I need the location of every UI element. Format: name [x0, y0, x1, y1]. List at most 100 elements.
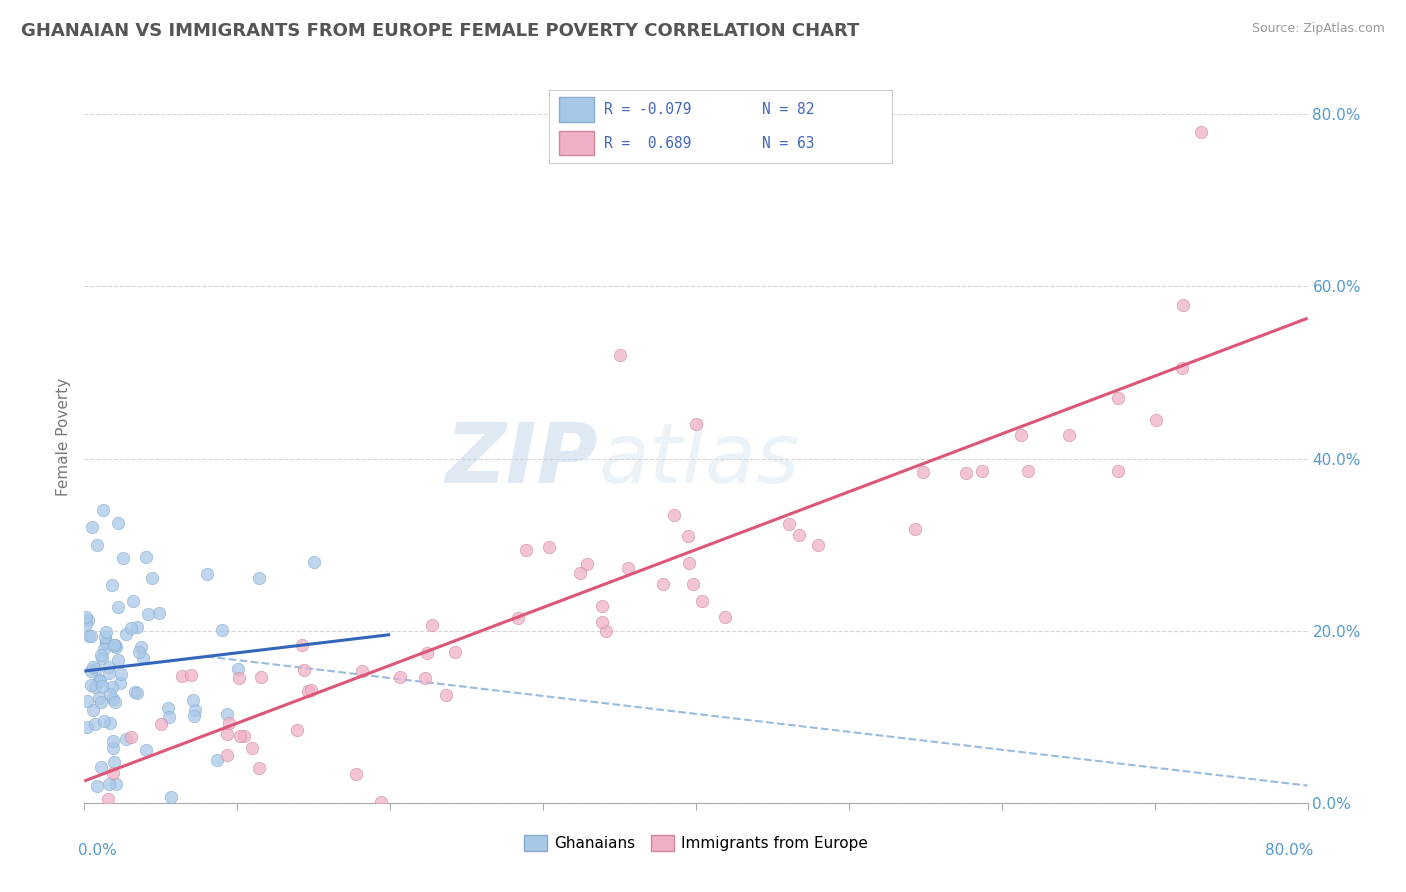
Point	[105, 776, 128, 790]
Point	[1144, 413, 1167, 427]
Point	[678, 557, 700, 571]
Point	[89, 690, 111, 705]
Point	[299, 682, 322, 697]
Point	[110, 666, 132, 681]
Point	[807, 538, 830, 552]
Point	[678, 529, 700, 543]
Point	[211, 623, 233, 637]
Point	[90, 648, 112, 662]
Point	[217, 727, 239, 741]
Point	[129, 640, 152, 654]
Point	[112, 551, 135, 566]
Point	[101, 680, 124, 694]
Point	[911, 465, 934, 479]
Point	[156, 701, 179, 715]
Point	[97, 666, 120, 681]
Point	[125, 620, 148, 634]
Point	[96, 634, 118, 648]
Point	[1107, 464, 1129, 478]
Point	[183, 703, 205, 717]
Point	[122, 594, 145, 608]
Point	[249, 670, 271, 684]
Point	[443, 645, 465, 659]
Point	[103, 692, 125, 706]
Point	[76, 613, 98, 627]
Point	[93, 714, 115, 729]
Point	[77, 629, 100, 643]
Point	[101, 578, 124, 592]
Point	[183, 708, 205, 723]
Point	[90, 695, 112, 709]
Point	[576, 557, 599, 571]
Point	[217, 706, 239, 721]
Point	[76, 720, 98, 734]
Point	[131, 651, 153, 665]
Point	[82, 660, 104, 674]
Point	[170, 669, 193, 683]
Point	[226, 662, 249, 676]
Point	[104, 695, 127, 709]
Point	[972, 464, 994, 478]
Point	[350, 664, 373, 678]
Point	[538, 541, 561, 555]
Point	[86, 538, 108, 552]
Point	[232, 729, 254, 743]
Point	[105, 640, 128, 655]
Point	[591, 615, 613, 629]
Y-axis label: Female Poverty: Female Poverty	[56, 378, 72, 496]
Point	[690, 594, 713, 608]
Point	[413, 672, 436, 686]
Point	[181, 693, 204, 707]
Point	[416, 646, 439, 660]
Point	[285, 723, 308, 737]
Point	[157, 710, 180, 724]
Point	[76, 694, 98, 708]
Point	[1189, 125, 1212, 139]
Legend: Ghanaians, Immigrants from Europe: Ghanaians, Immigrants from Europe	[517, 830, 875, 857]
Point	[90, 651, 112, 665]
Point	[609, 348, 631, 362]
Point	[101, 734, 124, 748]
Point	[135, 550, 157, 565]
Point	[94, 630, 117, 644]
Point	[86, 662, 108, 676]
Point	[104, 638, 127, 652]
Point	[93, 641, 115, 656]
Point	[107, 516, 129, 530]
Text: 0.0%: 0.0%	[79, 843, 117, 858]
Point	[98, 687, 121, 701]
Text: atlas: atlas	[598, 418, 800, 500]
Text: Source: ZipAtlas.com: Source: ZipAtlas.com	[1251, 22, 1385, 36]
Point	[904, 522, 927, 536]
Point	[195, 567, 218, 582]
Point	[125, 686, 148, 700]
Point	[420, 618, 443, 632]
Text: GHANAIAN VS IMMIGRANTS FROM EUROPE FEMALE POVERTY CORRELATION CHART: GHANAIAN VS IMMIGRANTS FROM EUROPE FEMAL…	[21, 22, 859, 40]
Text: ZIP: ZIP	[446, 418, 598, 500]
Point	[249, 571, 271, 585]
Point	[436, 688, 458, 702]
Point	[80, 629, 103, 643]
Point	[713, 609, 735, 624]
Point	[124, 684, 146, 698]
Point	[80, 678, 103, 692]
Point	[120, 621, 142, 635]
Point	[82, 703, 104, 717]
Point	[569, 566, 592, 581]
Point	[787, 528, 810, 542]
Point	[114, 731, 136, 746]
Point	[101, 741, 124, 756]
Point	[91, 503, 114, 517]
Point	[682, 577, 704, 591]
Point	[370, 795, 392, 809]
Point	[1107, 391, 1129, 405]
Point	[86, 779, 108, 793]
Point	[90, 760, 112, 774]
Point	[778, 516, 800, 531]
Point	[180, 668, 202, 682]
Point	[207, 753, 229, 767]
Point	[215, 748, 238, 763]
Point	[506, 611, 529, 625]
Point	[75, 617, 97, 632]
Point	[150, 717, 173, 731]
